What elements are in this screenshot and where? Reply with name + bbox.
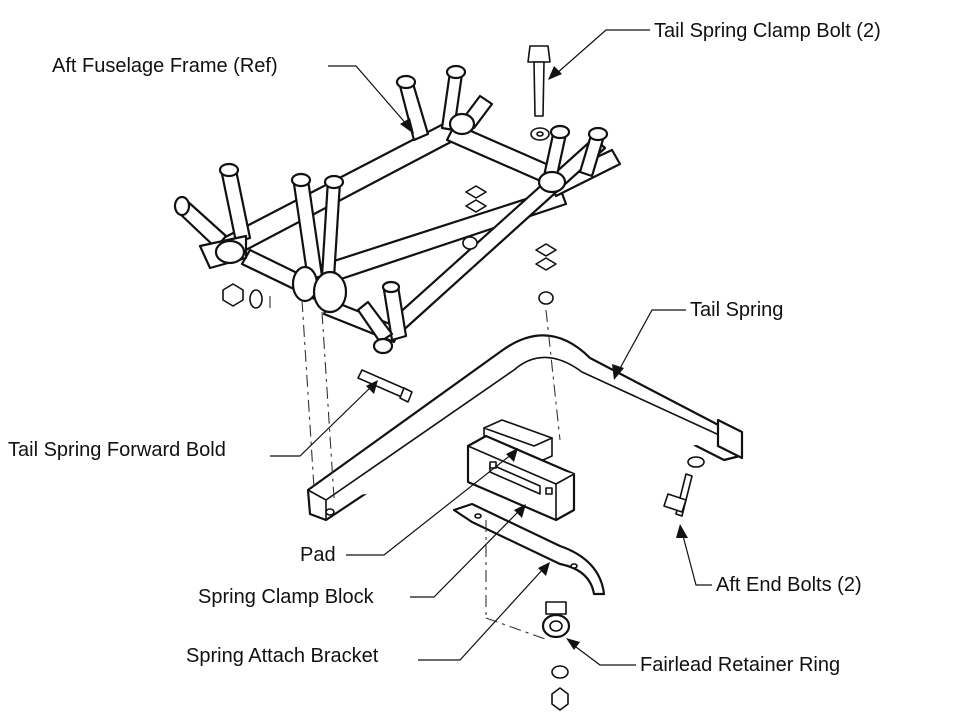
callout-labels: Tail Spring Clamp Bolt (2) Aft Fuselage …: [8, 20, 881, 676]
label-tail-spring: Tail Spring: [690, 299, 783, 321]
tail-spring-clamp-bolt: [527, 45, 551, 141]
tail-spring-forward-bolt: [357, 369, 413, 403]
label-tail-spring-forward-bolt: Tail Spring Forward Bold: [8, 439, 226, 461]
leader-lines: [270, 29, 712, 666]
aft-fuselage-frame: [173, 64, 622, 355]
alignment-centerlines: [269, 296, 561, 641]
pad: [483, 419, 553, 465]
label-pad: Pad: [300, 544, 336, 566]
label-fairlead-retainer-ring: Fairlead Retainer Ring: [640, 654, 840, 676]
label-spring-clamp-block: Spring Clamp Block: [198, 586, 375, 608]
label-aft-end-bolts: Aft End Bolts (2): [716, 574, 862, 596]
aft-end-bolts: [663, 456, 705, 517]
washer-stack-left: [462, 185, 487, 250]
label-tail-spring-clamp-bolt: Tail Spring Clamp Bolt (2): [654, 20, 881, 42]
washer-stack-right: [535, 243, 557, 305]
spring-clamp-block: [466, 434, 576, 522]
spring-attach-bracket: [452, 502, 606, 596]
fairlead-retainer-ring: [541, 601, 571, 711]
label-spring-attach-bracket: Spring Attach Bracket: [186, 645, 379, 667]
label-aft-fuselage-frame: Aft Fuselage Frame (Ref): [52, 55, 278, 77]
